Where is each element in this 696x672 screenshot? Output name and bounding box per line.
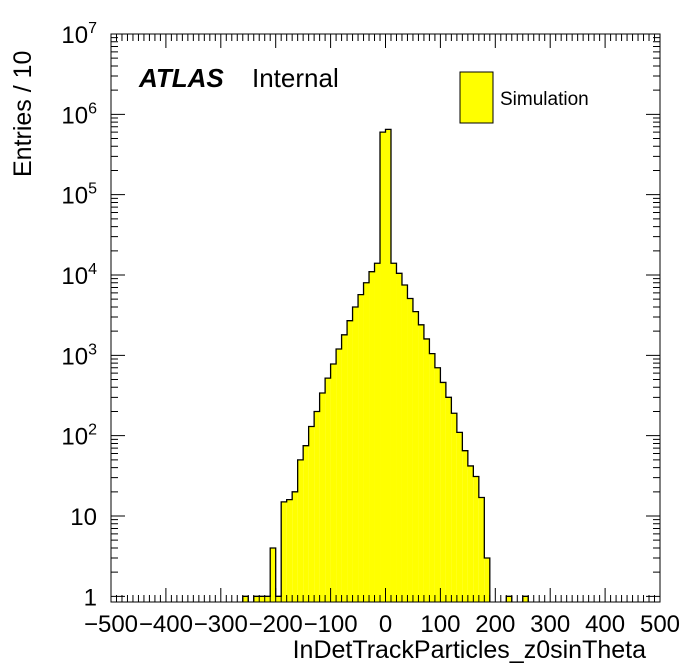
histogram-bin [462, 450, 468, 602]
histogram-bin [259, 596, 265, 602]
y-tick-label: 104 [61, 261, 97, 290]
histogram-bin [385, 129, 391, 602]
x-tick-labels: −500 −400 −300 −200 −100 0 100 200 300 400 500 [84, 611, 680, 638]
atlas-label: ATLAS [138, 63, 224, 93]
histogram-bin [292, 491, 298, 602]
histogram-bin [336, 348, 342, 602]
status-label: Internal [252, 63, 339, 93]
x-tick-label: −500 [84, 611, 138, 638]
x-tick-label: 300 [530, 611, 570, 638]
histogram-bin [473, 476, 479, 602]
legend-swatch [459, 71, 494, 124]
histogram-bin [390, 263, 397, 602]
histogram-bin [363, 282, 370, 602]
x-tick-label: −400 [139, 611, 193, 638]
y-tick-label: 107 [61, 20, 97, 49]
histogram-bin [429, 353, 435, 602]
histogram-bin [286, 499, 293, 602]
tick-marks [110, 34, 661, 602]
histogram-bars [242, 128, 529, 602]
histogram-bin [242, 596, 249, 602]
histogram-bin [407, 298, 413, 602]
histogram-bin [275, 596, 282, 602]
y-tick-label: 103 [61, 341, 97, 370]
histogram-bin [253, 596, 260, 602]
histogram-bin [314, 411, 320, 602]
x-tick-label: −300 [194, 611, 248, 638]
histogram-bin [281, 501, 287, 602]
histogram-bin [401, 285, 408, 602]
histogram-bin [440, 382, 446, 602]
histogram-bin [396, 273, 402, 602]
histogram-bin [423, 338, 430, 602]
histogram-bin [303, 445, 309, 602]
histogram-bin [374, 263, 381, 602]
legend-label: Simulation [500, 89, 589, 110]
x-tick-label: 0 [379, 611, 392, 638]
y-tick-label: 105 [61, 181, 97, 210]
histogram-bin [522, 596, 529, 602]
histogram-bin [380, 132, 386, 602]
histogram-bin [451, 413, 457, 602]
histogram-bin [506, 596, 512, 602]
histogram-bin [418, 324, 424, 602]
histogram-bin [270, 547, 276, 602]
x-tick-label: −100 [304, 611, 358, 638]
x-tick-label: −200 [249, 611, 303, 638]
x-tick-label: 100 [420, 611, 460, 638]
legend: Simulation [459, 71, 589, 124]
histogram-bin [297, 459, 304, 602]
histogram-bin [330, 363, 337, 602]
histogram-bin [445, 397, 452, 602]
y-axis-label: Entries / 10 [9, 51, 37, 177]
histogram-bin [369, 271, 375, 602]
axis-ticks [110, 34, 661, 602]
histogram-outline [242, 128, 529, 602]
x-tick-label: 200 [475, 611, 515, 638]
histogram-bin [308, 426, 315, 602]
histogram-bin [352, 306, 359, 602]
y-tick-label: 10 [70, 504, 97, 531]
y-tick-label: 106 [61, 100, 97, 129]
y-tick-label: 102 [61, 422, 97, 451]
histogram-bin [264, 596, 271, 602]
histogram-bin [478, 497, 485, 602]
y-tick-labels: 1 10 102 103 104 105 106 107 [61, 20, 97, 611]
y-tick-label: 1 [84, 584, 97, 611]
histogram-bin [347, 320, 353, 602]
histogram-bin [467, 465, 474, 602]
x-tick-label: 500 [640, 611, 680, 638]
x-tick-label: 400 [585, 611, 625, 638]
histogram-bin [412, 311, 419, 602]
histogram-bin [484, 558, 490, 602]
histogram-bin [319, 392, 326, 602]
histogram-bin [325, 378, 331, 602]
histogram-bin [456, 432, 463, 602]
histogram-bin [434, 367, 441, 602]
histogram-bin [341, 334, 348, 602]
histogram-bin [358, 294, 364, 602]
x-axis-label: InDetTrackParticles_z0sinTheta [293, 636, 646, 664]
